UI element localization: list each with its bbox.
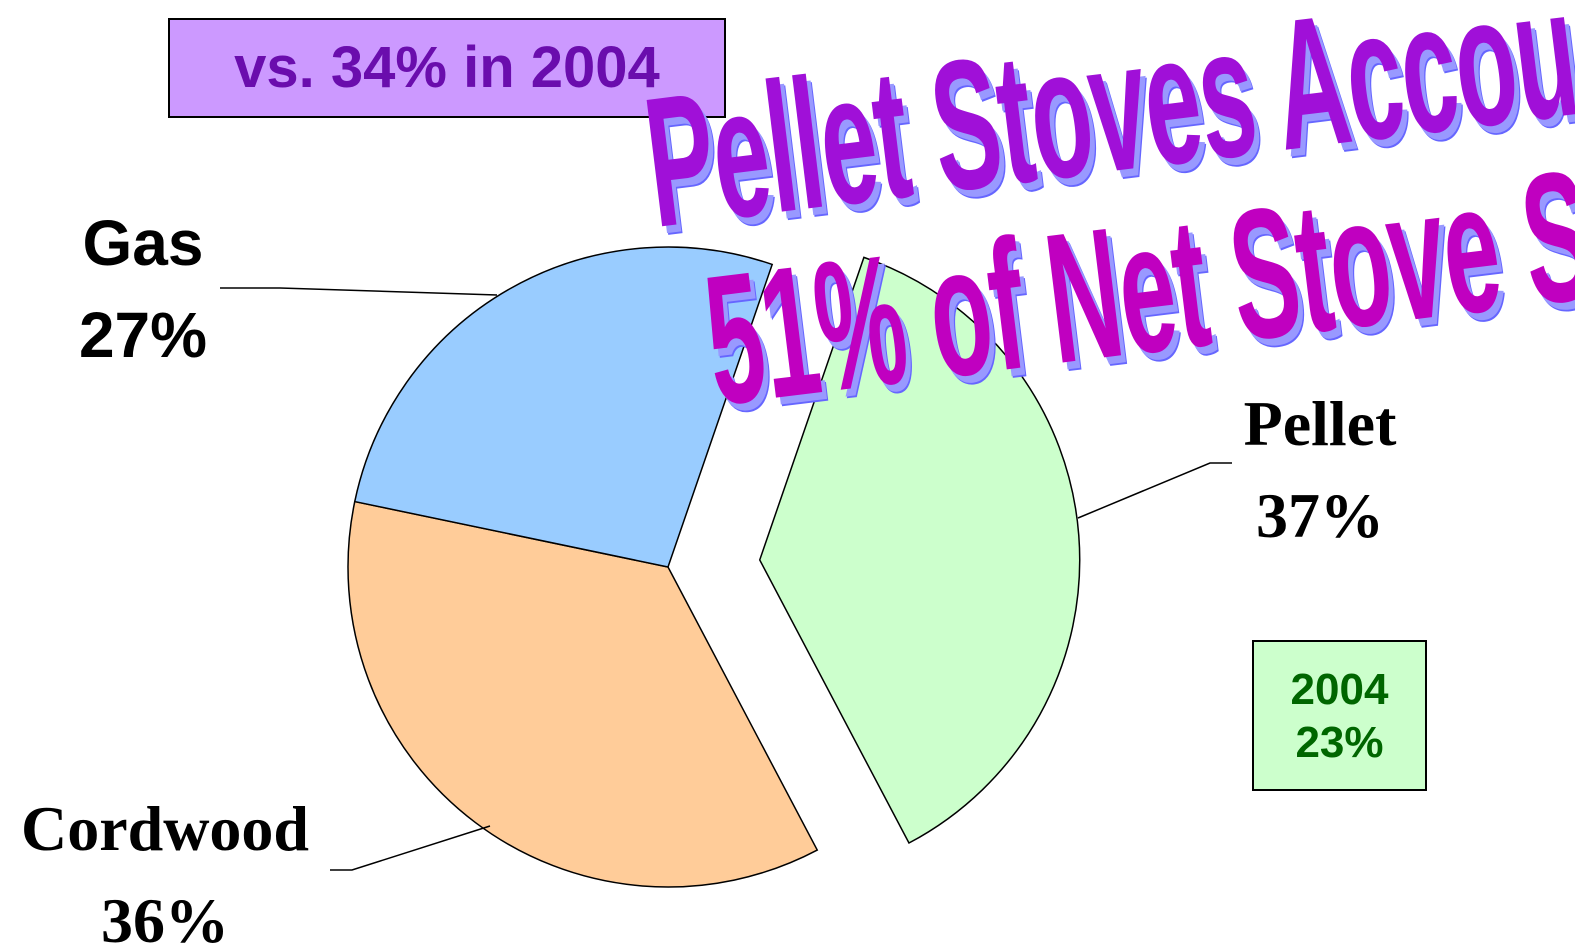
- slice-labels: Pellet 37% Cordwood 36% Gas 27%: [21, 207, 1397, 945]
- leader-line-cordwood: [330, 825, 491, 871]
- slice-value-gas: 27%: [79, 299, 207, 371]
- slice-label-cordwood: Cordwood: [21, 793, 309, 864]
- leader-line-pellet: [1077, 462, 1232, 519]
- pellet-2004-value: 23%: [1295, 717, 1384, 767]
- slice-label-pellet: Pellet: [1244, 388, 1397, 459]
- pie-slices: [347, 246, 1081, 888]
- pellet-2004-box: 2004 23%: [1252, 640, 1427, 791]
- comparison-callout-box: vs. 34% in 2004: [168, 18, 726, 118]
- slice-label-gas: Gas: [83, 207, 204, 279]
- leader-lines: [220, 287, 1232, 871]
- pellet-2004-year: 2004: [1290, 665, 1389, 714]
- pie-slice-gas: [353, 246, 774, 568]
- pie-slice-pellet: [758, 256, 1081, 845]
- comparison-callout-text: vs. 34% in 2004: [234, 35, 660, 100]
- slice-value-pellet: 37%: [1256, 480, 1384, 551]
- leader-line-gas: [220, 287, 498, 296]
- pie-slice-cordwood: [347, 500, 819, 888]
- slice-value-cordwood: 36%: [101, 885, 229, 945]
